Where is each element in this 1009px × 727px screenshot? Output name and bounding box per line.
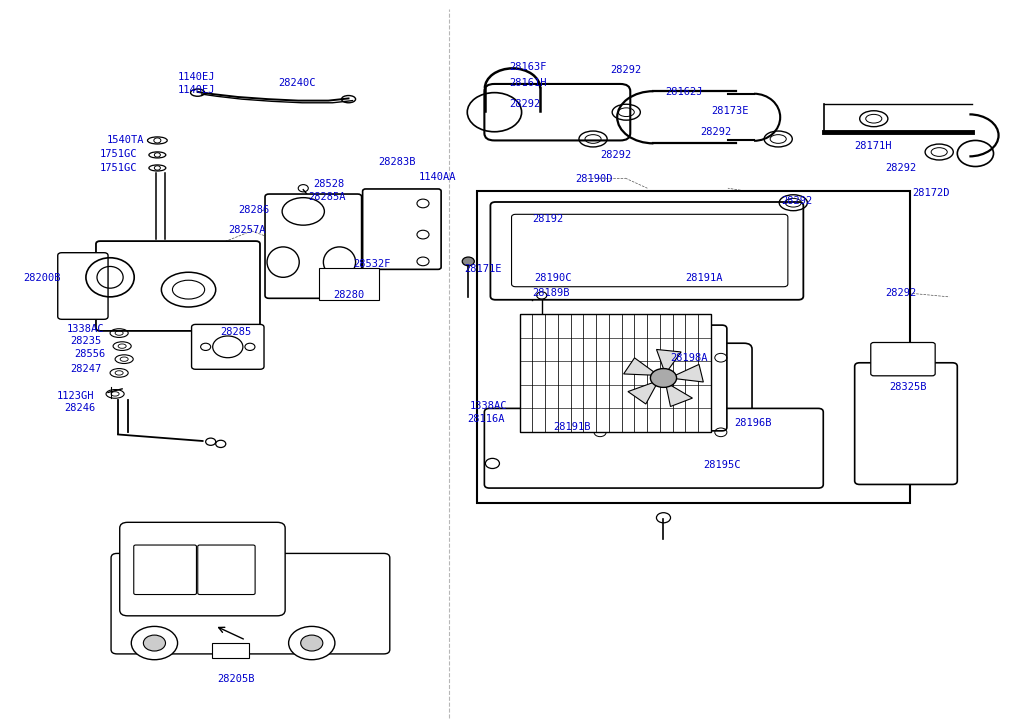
Text: 28161H: 28161H [510, 78, 547, 87]
Text: 28283B: 28283B [378, 157, 417, 167]
Polygon shape [665, 382, 692, 406]
Text: 28247: 28247 [70, 364, 101, 374]
FancyBboxPatch shape [871, 342, 935, 376]
Text: 28173E: 28173E [710, 106, 749, 116]
FancyBboxPatch shape [198, 545, 255, 595]
FancyBboxPatch shape [855, 363, 958, 484]
Bar [477, 191, 910, 502]
Text: 1751GC: 1751GC [100, 163, 137, 173]
Text: 28162J: 28162J [666, 87, 703, 97]
Text: 28285A: 28285A [309, 192, 346, 202]
Text: 28240C: 28240C [278, 78, 316, 87]
Circle shape [301, 635, 323, 651]
Text: 28528: 28528 [314, 179, 344, 189]
Circle shape [131, 627, 178, 659]
Text: 28257A: 28257A [228, 225, 265, 235]
FancyBboxPatch shape [96, 241, 260, 331]
Text: 28191B: 28191B [553, 422, 590, 433]
Text: 28196B: 28196B [734, 418, 772, 428]
FancyBboxPatch shape [192, 324, 264, 369]
FancyBboxPatch shape [212, 643, 249, 657]
Text: 28325B: 28325B [889, 382, 926, 392]
Text: 28292: 28292 [510, 99, 541, 109]
FancyBboxPatch shape [575, 343, 752, 449]
Text: 28285: 28285 [221, 327, 252, 337]
Text: 1140AA: 1140AA [419, 172, 456, 182]
Text: 28292: 28292 [610, 65, 642, 75]
Text: 1140EJ: 1140EJ [178, 85, 215, 95]
Text: 28292: 28292 [700, 126, 732, 137]
Text: 1123GH: 1123GH [57, 391, 94, 401]
Text: 1751GC: 1751GC [100, 149, 137, 159]
Text: 28292: 28292 [885, 287, 916, 297]
FancyBboxPatch shape [134, 545, 197, 595]
FancyBboxPatch shape [484, 84, 631, 140]
FancyBboxPatch shape [484, 409, 823, 488]
FancyBboxPatch shape [362, 189, 441, 269]
Text: 28171H: 28171H [855, 141, 892, 151]
Text: 28163F: 28163F [510, 62, 547, 71]
Text: 28286: 28286 [238, 205, 269, 215]
Polygon shape [624, 358, 659, 375]
Text: 28191A: 28191A [686, 273, 723, 283]
FancyBboxPatch shape [512, 214, 788, 286]
Circle shape [289, 627, 335, 659]
FancyBboxPatch shape [490, 202, 803, 300]
Polygon shape [628, 380, 659, 404]
Text: 28246: 28246 [64, 403, 95, 414]
Ellipse shape [462, 257, 474, 266]
Text: 28192: 28192 [533, 214, 564, 224]
Text: 28292: 28292 [781, 196, 812, 206]
Text: 28190D: 28190D [575, 174, 612, 184]
Polygon shape [670, 364, 703, 382]
Text: 28198A: 28198A [671, 353, 708, 363]
Text: 28292: 28292 [885, 163, 916, 173]
Text: 28171E: 28171E [464, 265, 501, 274]
Text: 28532F: 28532F [353, 260, 391, 269]
Circle shape [143, 635, 165, 651]
Text: 1540TA: 1540TA [107, 135, 144, 145]
FancyBboxPatch shape [120, 522, 286, 616]
Bar [520, 314, 710, 432]
FancyBboxPatch shape [600, 325, 726, 431]
Text: 28116A: 28116A [467, 414, 504, 425]
Text: 1338AC: 1338AC [67, 324, 104, 334]
Text: 28172D: 28172D [912, 188, 949, 198]
Text: 28200B: 28200B [23, 273, 61, 283]
Text: 28280: 28280 [333, 289, 364, 300]
Ellipse shape [651, 369, 677, 387]
Text: 28235: 28235 [70, 336, 101, 346]
FancyBboxPatch shape [111, 553, 389, 654]
FancyBboxPatch shape [320, 268, 378, 300]
Text: 28556: 28556 [74, 349, 105, 359]
Text: 28190C: 28190C [535, 273, 572, 283]
Text: 1338AC: 1338AC [469, 401, 507, 411]
Text: 28205B: 28205B [218, 673, 255, 683]
Polygon shape [657, 350, 681, 374]
FancyBboxPatch shape [265, 194, 361, 298]
FancyBboxPatch shape [58, 253, 108, 319]
Text: 28292: 28292 [600, 150, 632, 160]
Text: 1140EJ: 1140EJ [178, 73, 215, 82]
Text: 28189B: 28189B [533, 287, 570, 297]
Text: 28195C: 28195C [703, 460, 742, 470]
